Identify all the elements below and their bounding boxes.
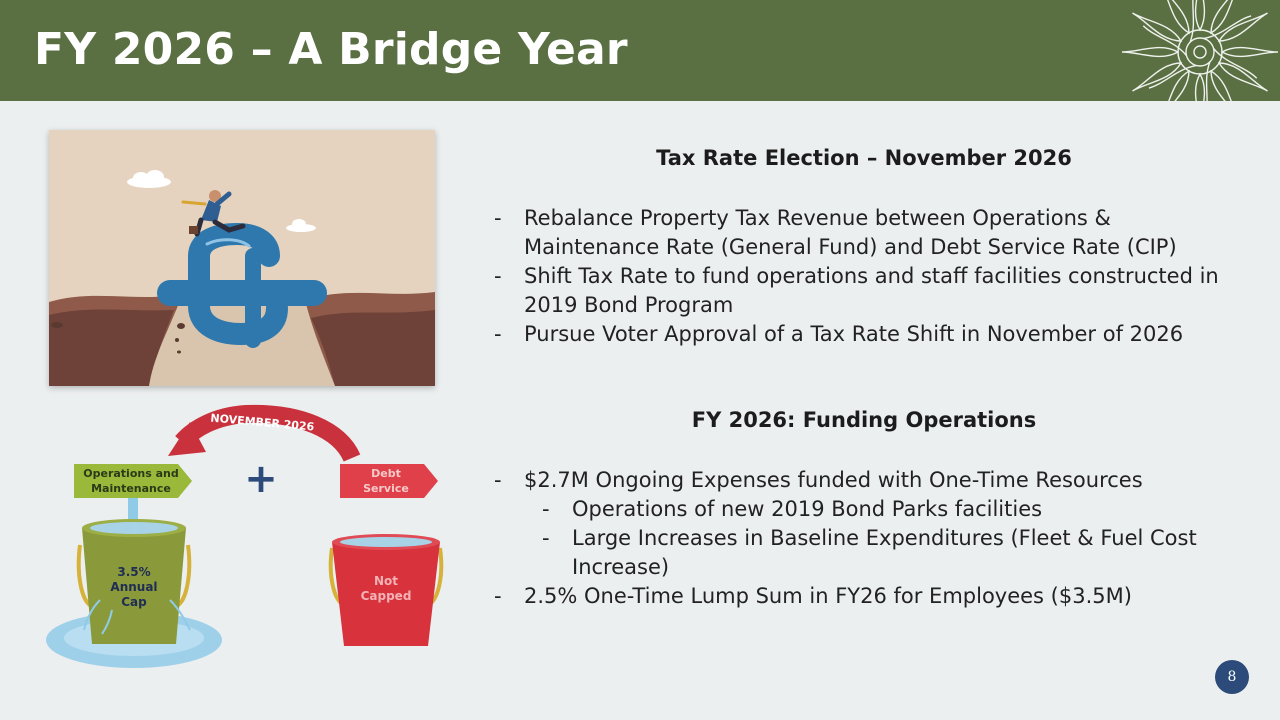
- section-heading-tax-rate: Tax Rate Election – November 2026: [656, 146, 1072, 170]
- funding-sub-bullets: - Operations of new 2019 Bond Parks facil…: [524, 495, 1250, 582]
- section-heading-funding: FY 2026: Funding Operations: [691, 408, 1037, 432]
- svg-text:Maintenance: Maintenance: [91, 482, 171, 495]
- list-item: - Pursue Voter Approval of a Tax Rate Shi…: [494, 322, 1184, 346]
- curved-arrow-icon: [168, 404, 361, 463]
- red-bucket-icon: [328, 534, 444, 646]
- bridge-illustration: [49, 130, 435, 386]
- tax-rate-bullets: - Rebalance Property Tax Revenue between …: [480, 204, 1250, 349]
- om-label: Operations and Maintenance: [74, 464, 192, 498]
- svg-text:Cap: Cap: [121, 595, 147, 609]
- svg-text:Debt: Debt: [371, 467, 401, 480]
- svg-text:Operations and: Operations and: [83, 467, 178, 480]
- list-item: - $2.7M Ongoing Expenses funded with One-…: [480, 466, 1250, 582]
- page-number-badge: 8: [1215, 660, 1249, 694]
- cloud-icon: [286, 219, 316, 232]
- plus-sign: +: [244, 456, 278, 502]
- list-item: - Rebalance Property Tax Revenue between …: [494, 206, 1177, 259]
- green-bucket-icon: [76, 519, 192, 644]
- svg-text:Capped: Capped: [361, 589, 412, 603]
- list-item: -2.5% One-Time Lump Sum in FY26 for Empl…: [494, 584, 1132, 608]
- mandala-ornament-icon: [1100, 0, 1280, 101]
- slide-header: FY 2026 – A Bridge Year: [0, 0, 1280, 101]
- bucket-diagram: NOVEMBER 2026 Operations and Maintenance…: [40, 400, 460, 680]
- dollar-sign-icon: [157, 222, 327, 348]
- svg-text:Annual: Annual: [110, 580, 157, 594]
- svg-text:Service: Service: [363, 482, 409, 495]
- svg-text:Not: Not: [374, 574, 398, 588]
- list-item: - Operations of new 2019 Bond Parks facil…: [542, 497, 1043, 521]
- slide-title: FY 2026 – A Bridge Year: [34, 24, 628, 75]
- list-item: - Large Increases in Baseline Expenditure…: [542, 526, 1197, 579]
- debt-label: Debt Service: [340, 464, 438, 498]
- svg-text:3.5%: 3.5%: [117, 565, 150, 579]
- cloud-icon: [127, 170, 171, 188]
- funding-bullets: - $2.7M Ongoing Expenses funded with One-…: [480, 466, 1250, 611]
- businessman-icon: [181, 190, 246, 237]
- list-item: - Shift Tax Rate to fund operations and s…: [494, 264, 1219, 317]
